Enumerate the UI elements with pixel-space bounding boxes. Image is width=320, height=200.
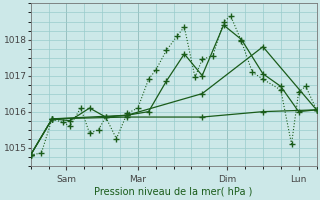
X-axis label: Pression niveau de la mer( hPa ): Pression niveau de la mer( hPa ) (94, 187, 253, 197)
